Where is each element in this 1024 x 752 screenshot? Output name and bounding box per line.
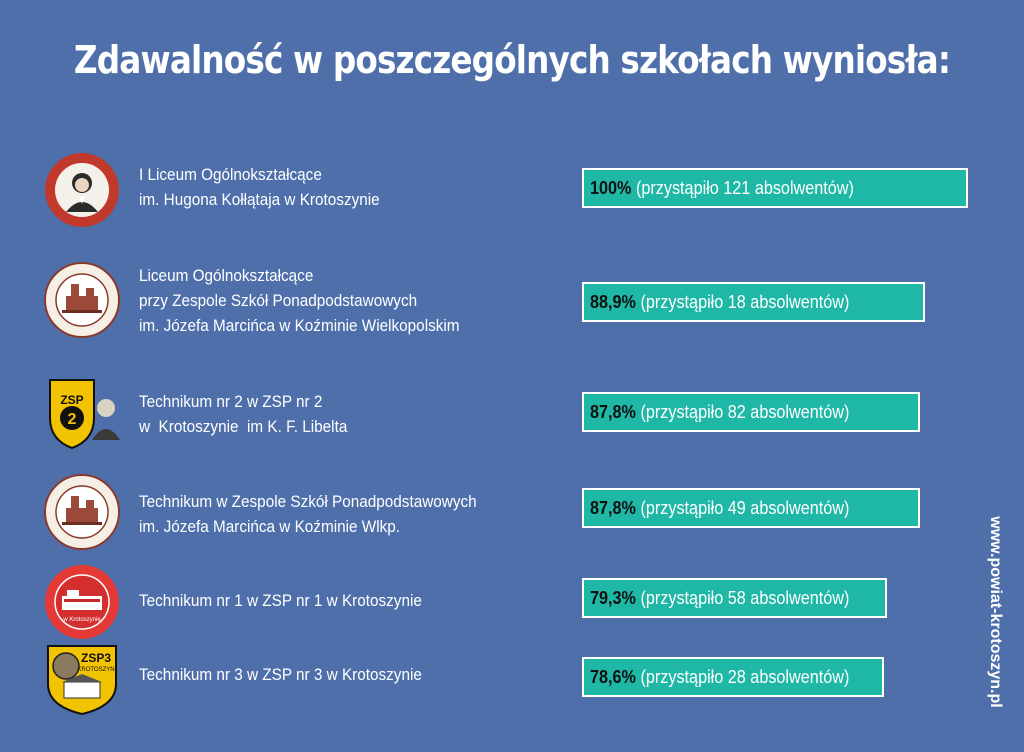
castle-base (62, 310, 102, 313)
pass-rate-value: 100% (590, 177, 632, 198)
zsp2-krotoszyn-logo: ZSP 2 (44, 374, 120, 450)
portrait-body (66, 202, 98, 212)
castle-wall (66, 296, 98, 310)
zsp3-krotoszyn-logo: ZSP3 KROTOSZYN (44, 640, 120, 716)
school-name-line: im. Hugona Kołłątaja w Krotoszynie (139, 190, 380, 209)
result-bar: 88,9% (przystąpiło 18 absolwentów) (582, 282, 925, 322)
school-name: Technikum w Zespole Szkół Ponadpodstawow… (139, 489, 477, 539)
school-name: I Liceum Ogólnokształcące im. Hugona Kołł… (139, 162, 380, 212)
logo-zsp-text: ZSP (60, 393, 83, 407)
pass-rate-value: 87,8% (590, 497, 636, 518)
school-name-line: im. Józefa Marcińca w Koźminie Wlkp. (139, 517, 401, 536)
portrait-head (97, 399, 115, 417)
participants-note: (przystąpiło 58 absolwentów) (640, 587, 850, 608)
result-bar-label: 88,9% (przystąpiło 18 absolwentów) (590, 292, 849, 313)
participants-note: (przystąpiło 49 absolwentów) (640, 497, 850, 518)
participants-note: (przystąpiło 28 absolwentów) (640, 666, 850, 687)
medallion (52, 652, 80, 680)
castle-tower-left (71, 284, 79, 298)
result-bar-label: 78,6% (przystąpiło 28 absolwentów) (590, 667, 849, 688)
zsp-kozmin-logo (44, 474, 120, 550)
participants-note: (przystąpiło 121 absolwentów) (635, 177, 854, 198)
logo-city-text: KROTOSZYN (77, 667, 114, 673)
result-bar-label: 87,8% (przystąpiło 49 absolwentów) (590, 498, 849, 519)
zsp1-krotoszyn-logo: w Krotoszynie (44, 564, 120, 640)
school-name-line: Technikum nr 1 w ZSP nr 1 w Krotoszynie (139, 591, 422, 610)
school-name-line: Technikum nr 3 w ZSP nr 3 w Krotoszynie (139, 665, 422, 684)
zsp-kozmin-logo (44, 262, 120, 338)
result-bar: 78,6% (przystąpiło 28 absolwentów) (582, 657, 885, 697)
i-lo-krotoszyn-logo (44, 152, 120, 228)
pass-rate-value: 78,6% (590, 666, 636, 687)
pass-rate-value: 88,9% (590, 291, 636, 312)
building-roof (67, 590, 79, 596)
result-bar: 100% (przystąpiło 121 absolwentów) (582, 168, 968, 208)
page-title: Zdawalność w poszczególnych szkołach wyn… (73, 38, 951, 82)
school-name: Technikum nr 2 w ZSP nr 2 w Krotoszynie i… (139, 389, 347, 439)
result-bar: 87,8% (przystąpiło 82 absolwentów) (582, 392, 921, 432)
school-name: Liceum Ogólnokształcące przy Zespole Szkó… (139, 263, 460, 338)
result-bar-label: 100% (przystąpiło 121 absolwentów) (590, 178, 854, 199)
school-name-line: przy Zespole Szkół Ponadpodstawowych (139, 291, 418, 310)
portrait-collar (79, 196, 85, 204)
participants-note: (przystąpiło 82 absolwentów) (640, 401, 850, 422)
result-bar-label: 87,8% (przystąpiło 82 absolwentów) (590, 402, 849, 423)
pass-rate-value: 87,8% (590, 401, 636, 422)
school-name: Technikum nr 3 w ZSP nr 3 w Krotoszynie (139, 662, 422, 687)
logo-zsp3-text: ZSP3 (81, 651, 111, 665)
participants-note: (przystąpiło 18 absolwentów) (640, 291, 850, 312)
school-name-line: Liceum Ogólnokształcące (139, 266, 314, 285)
building-windows (64, 599, 100, 602)
logo-caption-text: w Krotoszynie (62, 617, 101, 623)
school-name-line: I Liceum Ogólnokształcące (139, 165, 322, 184)
school-name-line: im. Józefa Marcińca w Koźminie Wielkopol… (139, 316, 460, 335)
school-name-line: Technikum w Zespole Szkół Ponadpodstawow… (139, 492, 477, 511)
shield-badge (60, 406, 84, 430)
building (62, 596, 102, 610)
result-bar-label: 79,3% (przystąpiło 58 absolwentów) (590, 588, 849, 609)
result-bar: 79,3% (przystąpiło 58 absolwentów) (582, 578, 888, 618)
castle-tower-left (71, 496, 79, 510)
result-bar: 87,8% (przystąpiło 49 absolwentów) (582, 488, 921, 528)
building-roof (62, 674, 102, 682)
portrait-body (92, 429, 120, 440)
portrait-face (75, 178, 89, 192)
school-name-line: w Krotoszynie im K. F. Libelta (139, 417, 348, 436)
pass-rate-value: 79,3% (590, 587, 636, 608)
castle-wall (66, 508, 98, 522)
castle-base (62, 522, 102, 525)
castle-tower-right (86, 288, 94, 298)
school-name-line: Technikum nr 2 w ZSP nr 2 (139, 392, 323, 411)
school-name: Technikum nr 1 w ZSP nr 1 w Krotoszynie (139, 588, 422, 613)
castle-tower-right (86, 500, 94, 510)
building (63, 681, 101, 699)
website-url[interactable]: www.powiat-krotoszyn.pl (987, 516, 1004, 708)
logo-number-text: 2 (68, 411, 77, 428)
